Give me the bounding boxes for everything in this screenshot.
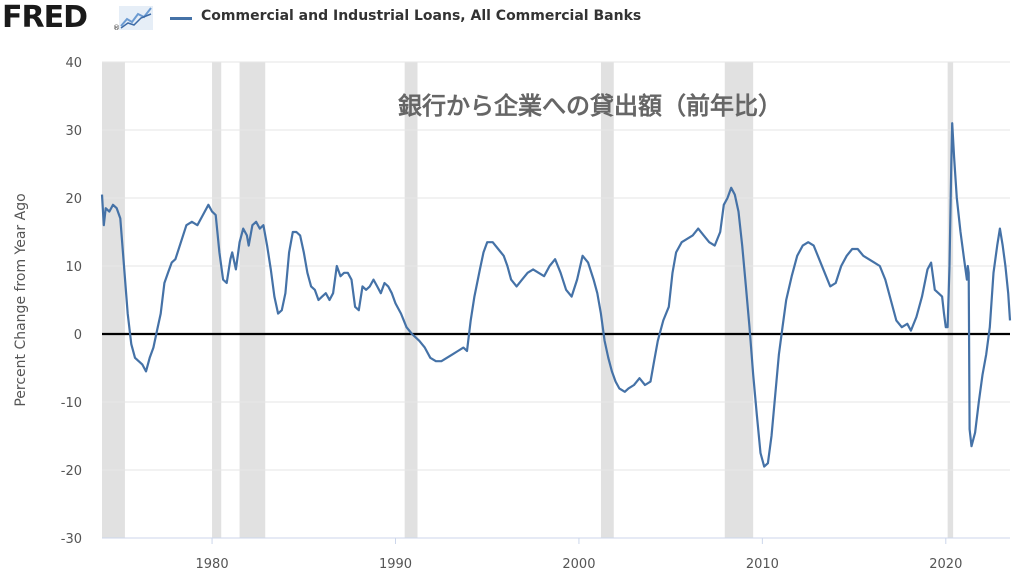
recession-band-0 bbox=[102, 62, 125, 538]
recession-band-6 bbox=[947, 62, 954, 538]
x-tick-label: 2020 bbox=[929, 557, 962, 572]
recession-band-3 bbox=[404, 62, 418, 538]
y-tick-label: 30 bbox=[65, 124, 82, 139]
y-tick-label: 40 bbox=[65, 56, 82, 71]
x-tick-label: 1990 bbox=[379, 557, 412, 572]
x-tick-label: 2000 bbox=[562, 557, 595, 572]
legend-series-swatch bbox=[170, 17, 192, 20]
series-line-0 bbox=[100, 122, 1012, 468]
y-axis-label: Percent Change from Year Ago bbox=[13, 193, 29, 406]
chart-annotation: 銀行から企業への貸出額（前年比） bbox=[398, 92, 782, 120]
y-tick-label: 20 bbox=[65, 192, 82, 207]
y-tick-label: 0 bbox=[74, 328, 82, 343]
y-tick-label: 10 bbox=[65, 260, 82, 275]
chart-header: FRED ® Commercial and Industrial Loans, … bbox=[0, 0, 1024, 40]
y-tick-label: -30 bbox=[61, 532, 82, 547]
recession-band-5 bbox=[724, 62, 754, 538]
x-tick-label: 2010 bbox=[746, 557, 779, 572]
recession-band-2 bbox=[239, 62, 266, 538]
legend-series-label[interactable]: Commercial and Industrial Loans, All Com… bbox=[201, 8, 642, 24]
x-tick-label: 1980 bbox=[196, 557, 229, 572]
recession-band-4 bbox=[600, 62, 614, 538]
recession-band-1 bbox=[212, 62, 222, 538]
fred-graph-icon bbox=[119, 6, 153, 30]
fred-registered-mark: ® bbox=[113, 24, 120, 32]
y-tick-label: -20 bbox=[61, 464, 82, 479]
fred-logo[interactable]: FRED bbox=[2, 0, 88, 35]
y-tick-label: -10 bbox=[61, 396, 82, 411]
